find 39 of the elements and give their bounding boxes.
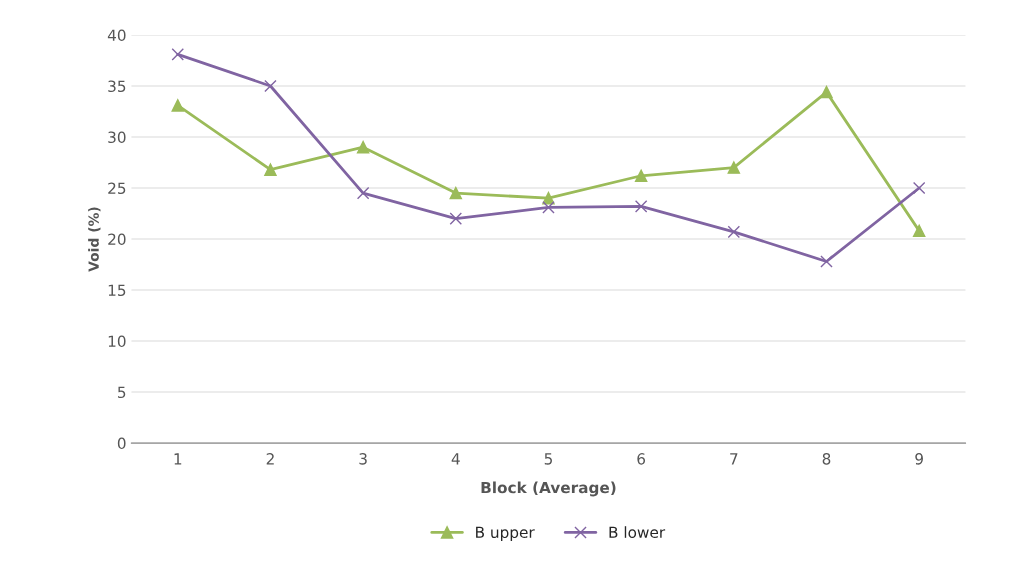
point [356, 186, 370, 200]
point [264, 79, 277, 93]
point [727, 161, 741, 174]
point [264, 163, 277, 176]
y-axis-title: Void (%) [88, 207, 101, 272]
y-tick-label: 15 [108, 284, 126, 297]
x-tick-label: 8 [822, 453, 831, 465]
legend-label: B lower [609, 526, 666, 539]
y-tick-label: 35 [108, 80, 126, 93]
point [356, 140, 370, 154]
legend-label: B upper [476, 526, 535, 541]
point [171, 48, 185, 61]
point [727, 225, 741, 239]
y-tick-label: 40 [107, 29, 126, 41]
y-tick-label: 25 [108, 182, 126, 195]
point [820, 255, 833, 268]
y-tick-label: 10 [108, 335, 126, 348]
point [634, 200, 648, 213]
point [912, 224, 926, 238]
x-tick-label: 3 [359, 453, 367, 465]
x-tick-label: 6 [637, 453, 646, 465]
x-tick-label: 1 [174, 453, 182, 465]
point [820, 85, 833, 99]
y-tick-label: 5 [118, 386, 126, 399]
point [449, 186, 463, 200]
y-tick-label: 30 [108, 131, 126, 144]
x-tick-label: 4 [451, 453, 460, 465]
x-tick-label: 7 [730, 453, 738, 465]
y-tick-label: 20 [108, 233, 126, 246]
point [449, 212, 463, 225]
x-tick-label: 9 [915, 453, 923, 465]
x-axis-title: Block (Average) [481, 481, 616, 497]
point [912, 181, 926, 195]
point [634, 169, 648, 183]
y-tick-label: 0 [117, 437, 126, 450]
x-tick-label: 2 [266, 453, 274, 465]
x-tick-label: 5 [544, 453, 552, 465]
point [171, 99, 185, 112]
point [542, 201, 555, 214]
